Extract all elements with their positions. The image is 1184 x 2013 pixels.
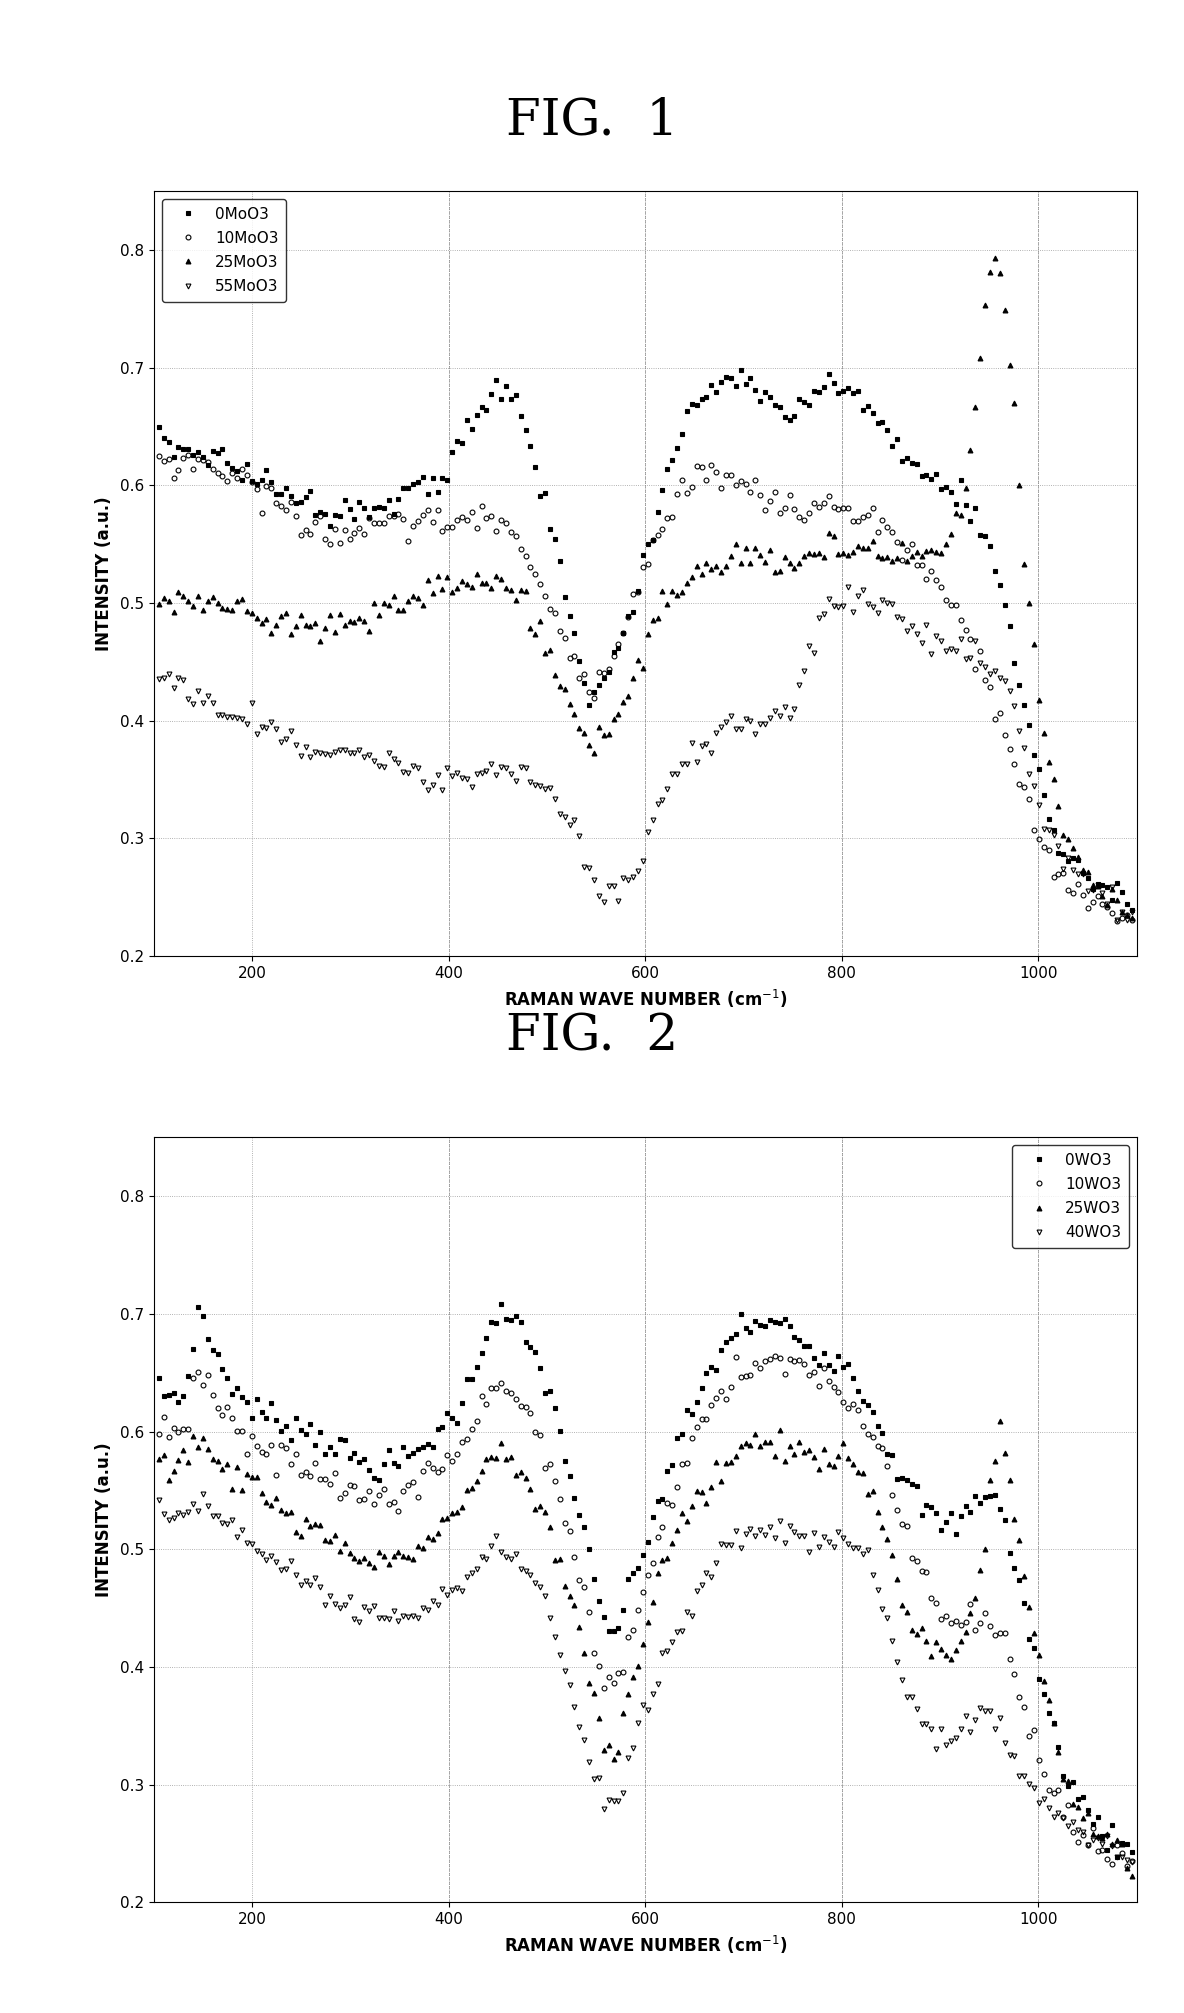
10WO3	[191, 1359, 205, 1383]
0MoO3	[411, 469, 425, 493]
40WO3	[1125, 1850, 1139, 1874]
25WO3	[211, 1449, 225, 1474]
55MoO3	[1125, 900, 1139, 924]
40WO3	[416, 1596, 430, 1620]
0MoO3	[152, 415, 166, 439]
10MoO3	[181, 443, 195, 467]
55MoO3	[211, 703, 225, 727]
55MoO3	[191, 678, 205, 703]
25WO3	[411, 1534, 425, 1558]
Legend: 0MoO3, 10MoO3, 25MoO3, 55MoO3: 0MoO3, 10MoO3, 25MoO3, 55MoO3	[161, 199, 287, 302]
0WO3	[411, 1437, 425, 1461]
25WO3	[992, 1409, 1006, 1433]
0WO3	[333, 1427, 347, 1451]
40WO3	[152, 1488, 166, 1512]
55MoO3	[333, 739, 347, 763]
10WO3	[333, 1486, 347, 1510]
10MoO3	[1109, 908, 1124, 932]
0WO3	[1081, 1798, 1095, 1822]
25WO3	[152, 1447, 166, 1472]
Legend: 0WO3, 10WO3, 25WO3, 40WO3: 0WO3, 10WO3, 25WO3, 40WO3	[1012, 1145, 1130, 1248]
Text: FIG.  1: FIG. 1	[506, 97, 678, 145]
Line: 10MoO3: 10MoO3	[156, 453, 1134, 924]
Line: 55MoO3: 55MoO3	[156, 584, 1134, 922]
0WO3	[152, 1365, 166, 1389]
0MoO3	[734, 358, 748, 382]
0MoO3	[1081, 866, 1095, 890]
0WO3	[1125, 1840, 1139, 1864]
X-axis label: RAMAN WAVE NUMBER (cm$^{-1}$): RAMAN WAVE NUMBER (cm$^{-1}$)	[503, 988, 787, 1011]
25WO3	[191, 1435, 205, 1459]
40WO3	[191, 1498, 205, 1522]
25MoO3	[987, 246, 1002, 270]
0MoO3	[191, 441, 205, 465]
25WO3	[333, 1540, 347, 1564]
55MoO3	[1047, 823, 1061, 847]
40WO3	[1047, 1804, 1061, 1828]
40WO3	[1081, 1832, 1095, 1856]
10WO3	[767, 1345, 781, 1369]
10WO3	[411, 1486, 425, 1510]
10WO3	[1125, 1850, 1139, 1874]
10WO3	[1081, 1832, 1095, 1856]
10WO3	[1047, 1782, 1061, 1806]
25MoO3	[191, 584, 205, 608]
Line: 25WO3: 25WO3	[156, 1419, 1134, 1878]
Text: FIG.  2: FIG. 2	[506, 1013, 678, 1061]
25MoO3	[211, 590, 225, 614]
10MoO3	[195, 449, 210, 473]
Y-axis label: INTENSITY (a.u.): INTENSITY (a.u.)	[95, 1443, 112, 1596]
10MoO3	[337, 517, 352, 541]
25MoO3	[152, 592, 166, 616]
10MoO3	[1081, 896, 1095, 920]
Line: 0WO3: 0WO3	[156, 1300, 1134, 1860]
40WO3	[337, 1592, 352, 1616]
55MoO3	[1081, 880, 1095, 904]
25WO3	[1047, 1711, 1061, 1735]
10WO3	[152, 1421, 166, 1445]
0MoO3	[1125, 898, 1139, 922]
25WO3	[1081, 1802, 1095, 1826]
0WO3	[191, 1294, 205, 1319]
10MoO3	[152, 443, 166, 467]
Line: 25MoO3: 25MoO3	[156, 256, 1134, 920]
0WO3	[494, 1292, 508, 1317]
0MoO3	[333, 503, 347, 527]
25WO3	[1125, 1864, 1139, 1888]
55MoO3	[411, 757, 425, 781]
55MoO3	[841, 576, 855, 600]
10MoO3	[1125, 908, 1139, 932]
40WO3	[195, 1482, 210, 1506]
0MoO3	[1047, 817, 1061, 841]
40WO3	[215, 1510, 230, 1534]
10WO3	[211, 1397, 225, 1421]
Line: 0MoO3: 0MoO3	[156, 368, 1134, 912]
25MoO3	[1047, 767, 1061, 791]
Y-axis label: INTENSITY (a.u.): INTENSITY (a.u.)	[95, 497, 112, 650]
25MoO3	[1081, 860, 1095, 884]
55MoO3	[152, 666, 166, 690]
0WO3	[211, 1343, 225, 1367]
Line: 10WO3: 10WO3	[156, 1355, 1134, 1868]
10MoO3	[416, 503, 430, 527]
25MoO3	[1125, 906, 1139, 930]
10MoO3	[1047, 866, 1061, 890]
0WO3	[1109, 1844, 1124, 1868]
Line: 40WO3: 40WO3	[156, 1492, 1134, 1864]
55MoO3	[1120, 908, 1134, 932]
25MoO3	[333, 602, 347, 626]
10WO3	[1120, 1854, 1134, 1878]
25MoO3	[411, 586, 425, 610]
0WO3	[1047, 1711, 1061, 1735]
10MoO3	[215, 463, 230, 487]
0MoO3	[211, 441, 225, 465]
X-axis label: RAMAN WAVE NUMBER (cm$^{-1}$): RAMAN WAVE NUMBER (cm$^{-1}$)	[503, 1934, 787, 1957]
